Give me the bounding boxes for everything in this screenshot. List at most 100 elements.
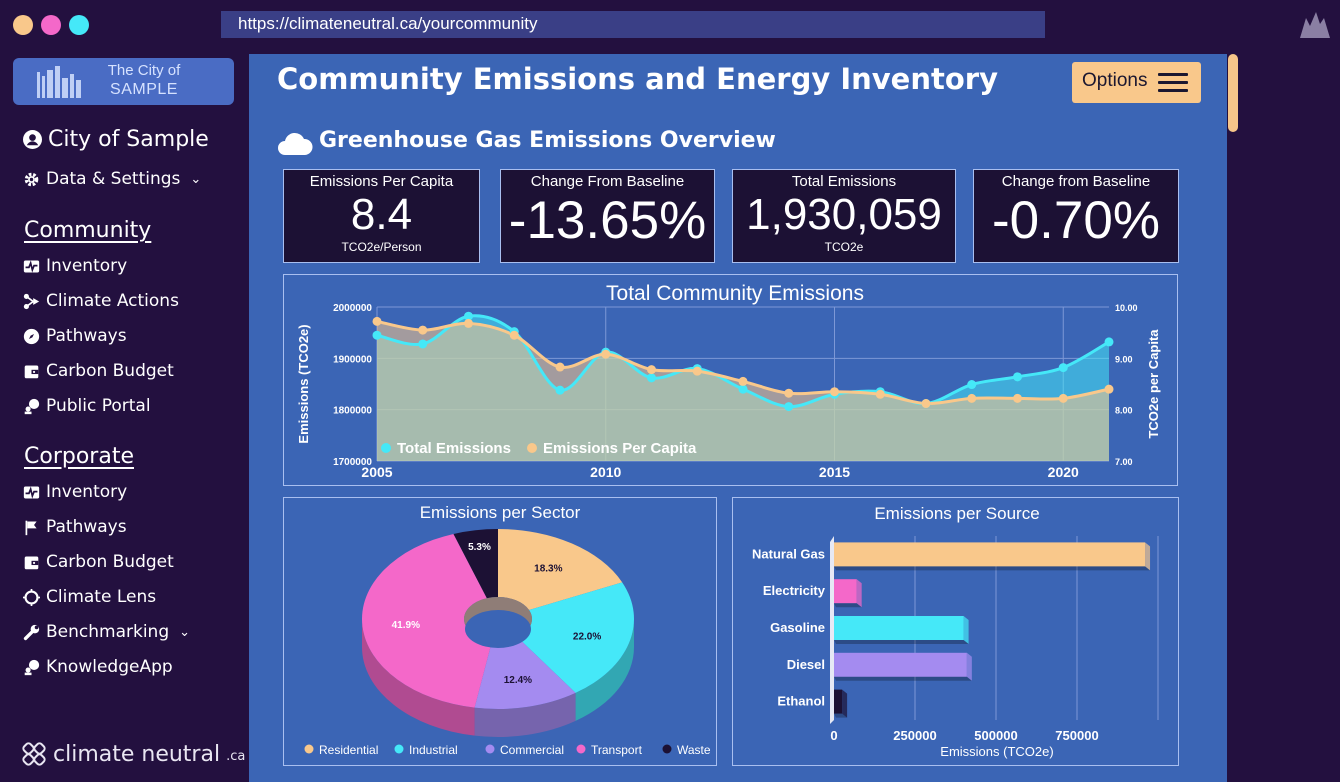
climate-neutral-logo[interactable]: climate neutral .ca (21, 741, 245, 767)
total-emissions-point (1104, 337, 1114, 347)
bar-diesel (834, 652, 967, 677)
y2-tick-label: 10.00 (1115, 303, 1138, 313)
sidebar-item-public-portal[interactable]: Public Portal (23, 396, 151, 416)
data-settings-menu[interactable]: Data & Settings ⌄ (23, 169, 201, 189)
sidebar-item-community-inventory[interactable]: Inventory (23, 256, 127, 276)
y-axis-label: Emissions (TCO2e) (296, 324, 311, 443)
sidebar-item-community-pathways[interactable]: Pathways (23, 326, 127, 346)
sidebar-item-climate-lens[interactable]: Climate Lens (23, 587, 156, 607)
pie-data-label: 5.3% (468, 542, 491, 553)
per-capita-point (738, 376, 748, 386)
legend-label-industrial: Industrial (409, 743, 458, 757)
x-tick-label: 750000 (1055, 728, 1098, 743)
total-emissions-point (967, 380, 977, 390)
logo-line1: The City of (107, 62, 181, 79)
gear-icon (24, 172, 39, 186)
sidebar-item-knowledgeapp[interactable]: KnowledgeApp (23, 657, 173, 677)
pulse-icon (23, 485, 40, 499)
sidebar-item-corporate-pathways[interactable]: Pathways (23, 517, 127, 537)
city-selector[interactable]: City of Sample (23, 127, 209, 152)
buildings-icon (37, 66, 81, 98)
bar-ethanol (834, 689, 843, 714)
per-capita-point (692, 366, 702, 376)
per-capita-point (372, 316, 382, 326)
y-tick-label: Natural Gas (752, 546, 825, 561)
wallet-icon (24, 556, 39, 569)
kpi-card-change-baseline: Change From Baseline -13.65% (500, 169, 715, 263)
legend-label-per-capita: Emissions Per Capita (543, 440, 697, 457)
total-emissions-point (647, 373, 656, 383)
window-dot-cyan[interactable] (69, 15, 89, 35)
y-tick-label: Electricity (763, 583, 826, 598)
address-bar[interactable]: https://climateneutral.ca/yourcommunity (221, 11, 1045, 38)
source-chart-card: Emissions per Source Natural Gas Electrici… (732, 497, 1179, 766)
community-heading[interactable]: Community (24, 218, 152, 243)
hamburger-icon (1158, 73, 1188, 92)
sidebar-item-corporate-carbon-budget[interactable]: Carbon Budget (23, 552, 174, 572)
y2-tick-label: 8.00 (1115, 406, 1133, 416)
wrench-icon (23, 624, 40, 640)
total-emissions-point (464, 311, 473, 321)
chart-title: Emissions per Sector (420, 503, 581, 522)
y-tick-label: Diesel (787, 657, 825, 672)
bar-bottom (834, 566, 1151, 571)
kpi-label: Total Emissions (791, 173, 897, 190)
y2-tick-label: 9.00 (1115, 354, 1133, 364)
crosshair-icon (23, 588, 40, 606)
total-emissions-chart-card: Total Community Emissions 2000000 1900000 1… (283, 274, 1178, 486)
bar-bottom (834, 713, 848, 718)
legend-label-transport: Transport (591, 743, 643, 757)
sidebar-item-label: Inventory (46, 482, 128, 502)
sidebar-item-community-carbon-budget[interactable]: Carbon Budget (23, 361, 174, 381)
y-tick-label: 1700000 (333, 457, 372, 468)
city-logo[interactable]: The City of SAMPLE (13, 58, 234, 105)
per-capita-point (921, 399, 931, 409)
sidebar-item-benchmarking[interactable]: Benchmarking ⌄ (23, 622, 190, 642)
legend-marker-transport (576, 744, 586, 754)
sector-pie-chart: Emissions per Sector 18.3% 22.0% 12.4% 41.9%… (304, 503, 711, 757)
pulse-icon (23, 259, 40, 273)
kpi-label: Change From Baseline (530, 173, 685, 190)
window-dot-pink[interactable] (41, 15, 61, 35)
sidebar-item-label: Climate Actions (46, 291, 179, 311)
city-name: City of Sample (48, 127, 209, 152)
options-button[interactable]: Options (1072, 62, 1201, 103)
chart-title: Emissions per Source (874, 504, 1039, 523)
sidebar-item-climate-actions[interactable]: Climate Actions (23, 291, 179, 311)
options-label: Options (1082, 70, 1148, 91)
legend-marker-residential (304, 744, 314, 754)
legend-marker-total (381, 443, 391, 453)
kpi-value: -0.70% (992, 191, 1160, 250)
y-tick-label: 2000000 (333, 303, 372, 314)
footer-brand: climate neutral (53, 741, 221, 767)
pie-data-label: 12.4% (504, 675, 532, 686)
x-tick-label: 0 (830, 728, 837, 743)
chevron-down-icon: ⌄ (179, 624, 191, 640)
sidebar-item-label: Carbon Budget (46, 361, 174, 381)
x-tick-label: 2005 (361, 464, 392, 480)
sidebar-item-label: KnowledgeApp (46, 657, 173, 677)
sidebar-item-label: Benchmarking (46, 622, 170, 642)
kpi-value: -13.65% (508, 191, 707, 250)
bar-bottom (834, 603, 862, 608)
sidebar-item-corporate-inventory[interactable]: Inventory (23, 482, 127, 502)
data-settings-label: Data & Settings (46, 169, 181, 189)
x-tick-label: 250000 (893, 728, 936, 743)
kpi-unit: TCO2e (824, 240, 864, 254)
kpi-card-per-capita: Emissions Per Capita 8.4 TCO2e/Person (283, 169, 480, 263)
total-emissions-point (418, 339, 428, 349)
scrollbar-thumb[interactable] (1228, 54, 1238, 132)
bar-gasoline (834, 616, 964, 640)
total-emissions-point (372, 330, 382, 340)
corporate-heading[interactable]: Corporate (24, 444, 134, 469)
kpi-label: Change from Baseline (1001, 173, 1151, 190)
x-axis-label: Emissions (TCO2e) (940, 744, 1053, 759)
bar-side (1145, 542, 1151, 571)
kpi-value: 8.4 (350, 190, 413, 239)
legend-label-total: Total Emissions (397, 440, 511, 457)
window-dot-peach[interactable] (13, 15, 33, 35)
y-tick-label: 1800000 (333, 406, 372, 417)
y2-tick-label: 7.00 (1115, 457, 1133, 467)
cloud-icon (278, 132, 313, 155)
pie-data-label: 41.9% (392, 620, 420, 631)
